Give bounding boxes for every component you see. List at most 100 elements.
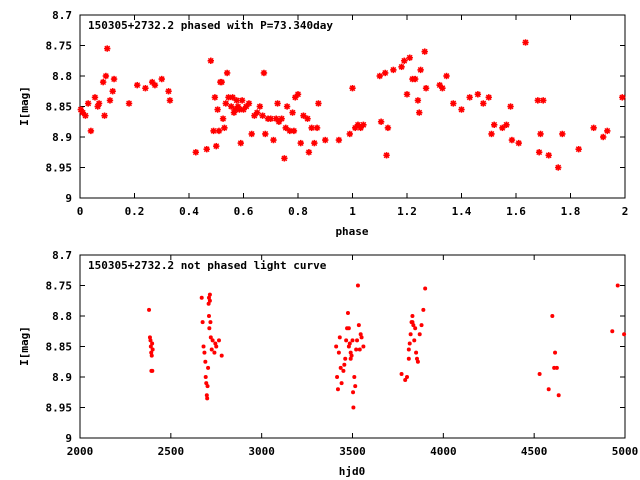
phased-chart-title: 150305+2732.2 phased with P=73.340day xyxy=(88,19,333,32)
unphased-data-point xyxy=(150,368,155,373)
phased-x-tick-label: 0.8 xyxy=(288,205,308,218)
unphased-x-axis-label: hjd0 xyxy=(339,465,366,478)
unphased-data-point xyxy=(205,396,210,401)
phased-data-point xyxy=(346,130,353,138)
phased-x-axis: 0 0.2 0.4 0.6 0.8 1 1.2 1.4 1.6 1.8 2 xyxy=(77,15,629,218)
phased-data-point xyxy=(305,149,313,156)
phased-data-point xyxy=(233,97,240,104)
phased-data-point xyxy=(290,127,298,135)
phased-data-point xyxy=(515,139,522,147)
unphased-y-tick-label: 8.75 xyxy=(46,280,73,293)
unphased-data-point xyxy=(150,347,155,352)
phased-data-point xyxy=(422,85,430,92)
phased-data-point xyxy=(87,127,95,135)
phased-data-point xyxy=(237,139,244,147)
phased-data-point xyxy=(223,69,231,77)
phased-data-point xyxy=(110,75,118,83)
unphased-y-tick-label: 9 xyxy=(65,432,72,445)
phased-data-point xyxy=(210,127,217,135)
phased-y-tick-label: 8.8 xyxy=(52,70,72,83)
unphased-data-point xyxy=(336,350,341,355)
phased-data-point xyxy=(384,124,392,132)
unphased-chart-title: 150305+2732.2 not phased light curve xyxy=(88,259,327,272)
unphased-data-point xyxy=(546,387,551,392)
unphased-data-point xyxy=(414,350,419,355)
phased-data-point xyxy=(300,112,307,119)
phased-y-tick-label: 8.7 xyxy=(52,9,72,22)
unphased-data-point xyxy=(410,320,415,325)
unphased-data-point xyxy=(351,390,356,395)
unphased-data-point xyxy=(208,320,213,325)
phased-data-point xyxy=(335,136,343,144)
phased-data-point xyxy=(417,66,424,74)
unphased-data-point xyxy=(214,344,219,349)
unphased-data-point xyxy=(203,375,208,379)
phased-data-point xyxy=(256,103,264,110)
phased-data-point xyxy=(545,152,552,159)
unphased-y-tick-label: 8.7 xyxy=(52,249,72,262)
unphased-y-tick-label: 8.85 xyxy=(46,341,73,354)
phased-data-point xyxy=(213,142,220,150)
phased-data-point xyxy=(619,94,626,101)
unphased-data-point xyxy=(216,338,221,343)
unphased-data-point xyxy=(351,405,356,410)
unphased-data-point xyxy=(338,365,343,370)
unphased-data-point xyxy=(354,347,359,352)
phased-data-point xyxy=(207,57,214,64)
unphased-data-point xyxy=(346,326,351,331)
phased-data-point xyxy=(534,97,541,104)
phased-data-point xyxy=(485,94,492,101)
phased-data-point xyxy=(101,112,108,119)
unphased-data-point xyxy=(411,323,416,328)
unphased-data-point xyxy=(335,387,340,392)
phased-data-point xyxy=(575,146,582,153)
phased-data-point xyxy=(474,91,482,98)
phased-data-point xyxy=(377,118,385,125)
phased-data-point xyxy=(313,124,321,132)
phased-data-point xyxy=(559,130,566,138)
phased-data-point xyxy=(158,75,165,83)
phased-data-point xyxy=(104,45,111,52)
phased-data-point xyxy=(106,97,114,104)
phased-data-point xyxy=(458,106,465,113)
phased-y-tick-label: 8.9 xyxy=(52,131,72,144)
unphased-data-point xyxy=(202,350,207,355)
unphased-data-point xyxy=(213,341,218,346)
unphased-data-point xyxy=(209,347,214,352)
phased-data-point xyxy=(398,63,405,71)
phased-x-tick-label: 1.8 xyxy=(561,205,581,218)
phased-x-tick-label: 1.4 xyxy=(452,205,472,218)
phased-data-point xyxy=(228,103,235,110)
phased-data-point xyxy=(360,121,367,128)
unphased-data-point xyxy=(346,344,351,349)
unphased-data-point xyxy=(357,347,362,352)
unphased-data-point xyxy=(421,307,426,312)
unphased-x-tick-label: 4500 xyxy=(521,445,548,458)
phased-data-point xyxy=(218,78,225,86)
unphased-y-axis: 8.7 8.75 8.8 8.85 8.9 8.95 9 xyxy=(46,249,625,445)
phased-data-point xyxy=(416,109,423,116)
phased-data-point xyxy=(311,139,318,147)
phased-data-point xyxy=(411,75,419,83)
phased-data-point xyxy=(222,100,229,107)
phased-x-tick-label: 1 xyxy=(349,205,356,218)
unphased-data-point xyxy=(356,323,361,328)
unphased-data-point xyxy=(219,353,224,358)
unphased-data-point xyxy=(335,375,340,379)
unphased-data-point xyxy=(417,332,422,337)
phased-data-point xyxy=(274,100,281,107)
unphased-x-tick-label: 3000 xyxy=(248,445,275,458)
phased-data-point xyxy=(109,88,116,95)
unphased-data-point xyxy=(207,326,212,331)
unphased-data-point xyxy=(341,368,346,373)
phased-data-point xyxy=(219,115,227,122)
phased-data-point xyxy=(450,100,457,107)
phased-x-tick-label: 0.6 xyxy=(234,205,254,218)
phased-data-point xyxy=(281,155,288,162)
unphased-data-point xyxy=(339,381,344,386)
phased-data-point xyxy=(142,85,149,92)
phased-x-tick-label: 2 xyxy=(622,205,629,218)
unphased-x-tick-label: 3500 xyxy=(339,445,366,458)
phased-data-point xyxy=(294,91,302,98)
unphased-x-axis: 2000 2500 3000 3500 4000 4500 5000 xyxy=(67,255,638,458)
